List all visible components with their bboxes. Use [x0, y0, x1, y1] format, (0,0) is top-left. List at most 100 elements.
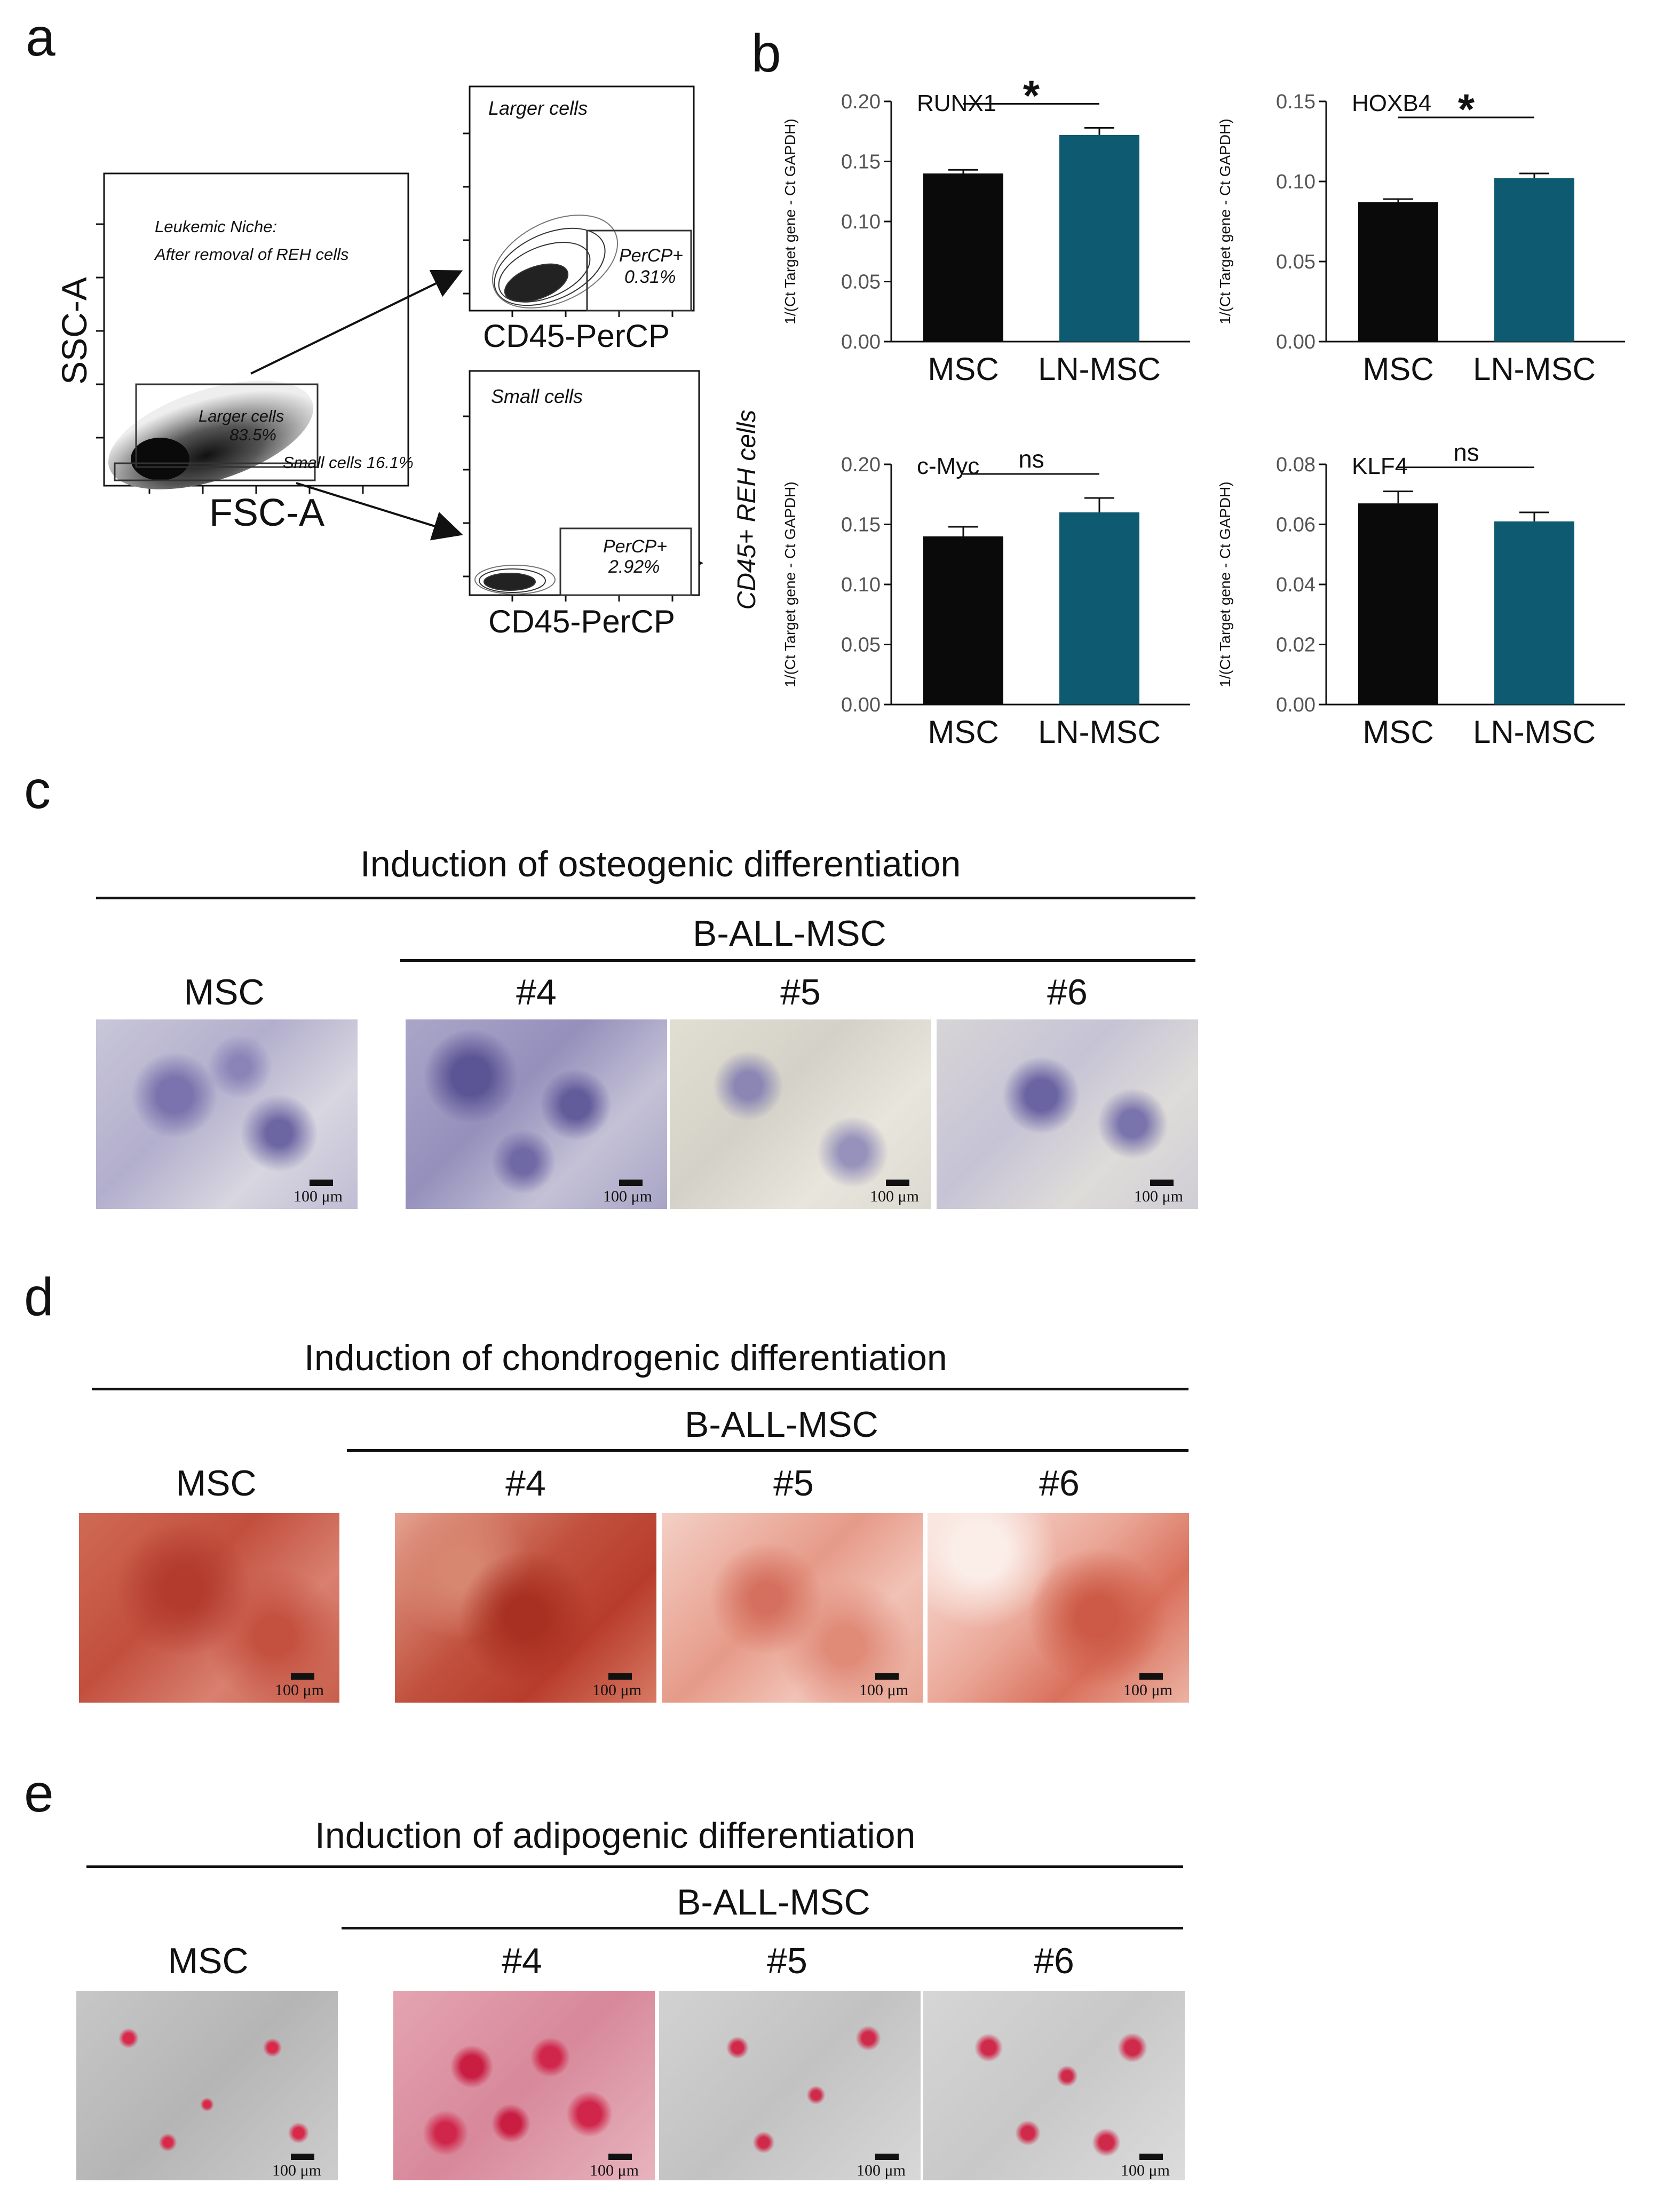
adipo-title-rule — [86, 1865, 1183, 1868]
chart-tick-label: 0.00 — [841, 694, 881, 716]
adipo-group-label: B-ALL-MSC — [677, 1882, 870, 1923]
main-xlabel: FSC-A — [209, 492, 324, 534]
top-gate-pct: 0.31% — [624, 267, 676, 287]
adipo-scalebar-4 — [608, 2154, 632, 2160]
bar-ln-msc — [1494, 178, 1574, 342]
adipo-image-4 — [393, 1991, 655, 2180]
larger-cells-gate — [135, 383, 319, 468]
adipo-scalebar-5 — [875, 2154, 899, 2160]
bar-ln-msc — [1494, 521, 1574, 705]
chart-category-label: LN-MSC — [1473, 351, 1596, 387]
qpcr-bar-charts: 0.00 0.05 0.10 0.15 0.20 1/(Ct Target gene - … — [782, 72, 1625, 750]
osteo-group-rule — [400, 959, 1195, 962]
top-title: Larger cells — [488, 97, 588, 119]
small-cells-gate — [114, 462, 316, 481]
chondro-image-msc — [79, 1513, 339, 1703]
top-xlabel: CD45-PerCP — [483, 318, 670, 354]
bar-ln-msc — [1059, 512, 1139, 705]
chart-title: KLF4 — [1352, 453, 1408, 479]
chart-category-label: LN-MSC — [1038, 351, 1161, 387]
chart-tick-label: 0.00 — [841, 331, 881, 353]
top-contours — [492, 215, 619, 308]
osteo-label-6: #6 — [1047, 972, 1088, 1012]
main-ylabel: SSC-A — [54, 277, 94, 385]
osteo-scale-6: 100 μm — [1134, 1188, 1183, 1205]
chondro-group-label: B-ALL-MSC — [685, 1404, 878, 1445]
adipo-image-msc — [76, 1991, 338, 2180]
niche-title-2: After removal of REH cells — [154, 245, 349, 264]
adipo-scale-4: 100 μm — [590, 2162, 639, 2179]
osteo-label-msc: MSC — [184, 972, 265, 1012]
chart-ylabel: 1/(Ct Target gene - Ct GAPDH) — [1217, 118, 1233, 324]
bar-ln-msc — [1059, 135, 1139, 342]
significance-marker: * — [1458, 85, 1475, 133]
chart-tick-label: 0.06 — [1276, 514, 1316, 536]
chondro-scalebar-5 — [875, 1673, 899, 1680]
chart-category-label: MSC — [1362, 714, 1433, 750]
osteo-image-5 — [670, 1019, 931, 1209]
osteo-title: Induction of osteogenic differentiation — [360, 844, 961, 884]
osteo-scale-4: 100 μm — [603, 1188, 652, 1205]
bar-msc — [923, 173, 1003, 342]
chondro-title-rule — [92, 1388, 1188, 1390]
bottom-percp-gate — [559, 527, 692, 596]
chondro-title: Induction of chondrogenic differentiatio… — [304, 1338, 947, 1378]
larger-gate-label: Larger cells — [199, 407, 284, 425]
bottom-contours — [474, 565, 556, 595]
chondro-image-4 — [395, 1513, 656, 1703]
panel-letter-b: b — [751, 23, 781, 83]
osteo-scalebar-msc — [310, 1180, 333, 1186]
arrow-to-small — [296, 482, 463, 541]
panel-letter-a: a — [26, 7, 56, 67]
arrow-to-larger — [250, 270, 463, 375]
osteo-image-4 — [406, 1019, 667, 1209]
chart-tick-label: 0.02 — [1276, 634, 1316, 656]
side-label: CD45+ REH cells — [733, 410, 761, 610]
chart-tick-label: 0.15 — [841, 514, 881, 536]
chart-category-label: LN-MSC — [1038, 714, 1161, 750]
chondro-label-5: #5 — [773, 1463, 814, 1504]
larger-gate-pct: 83.5% — [229, 425, 276, 444]
significance-marker: ns — [1453, 439, 1479, 466]
chart-category-label: LN-MSC — [1473, 714, 1596, 750]
bottom-gate-pct: 2.92% — [608, 557, 660, 577]
flow-cytometry-panel: Leukemic Niche: After removal of REH cel… — [54, 85, 761, 639]
chart-tick-label: 0.10 — [841, 574, 881, 596]
bottom-title: Small cells — [491, 385, 583, 407]
panel-letter-e: e — [24, 1763, 54, 1823]
chart-tick-label: 0.08 — [1276, 454, 1316, 476]
bar-msc — [923, 536, 1003, 705]
bar-msc — [1358, 503, 1438, 705]
osteo-scalebar-4 — [619, 1180, 643, 1186]
chondro-scale-msc: 100 μm — [275, 1681, 324, 1699]
bar-msc — [1358, 202, 1438, 342]
chondro-label-msc: MSC — [176, 1463, 257, 1504]
chart-category-label: MSC — [928, 714, 999, 750]
osteo-scale-msc: 100 μm — [294, 1188, 343, 1205]
niche-title-1: Leukemic Niche: — [155, 217, 277, 236]
chart-tick-label: 0.15 — [1276, 91, 1316, 113]
osteo-scalebar-5 — [886, 1180, 909, 1186]
panel-letter-c: c — [24, 760, 51, 820]
adipo-title: Induction of adipogenic differentiation — [315, 1815, 916, 1856]
chart-category-label: MSC — [1362, 351, 1433, 387]
chart-tick-label: 0.00 — [1276, 331, 1316, 353]
adipo-image-5 — [659, 1991, 921, 2180]
chondro-scalebar-msc — [291, 1673, 314, 1680]
chondro-label-6: #6 — [1039, 1463, 1080, 1504]
top-percp-gate — [586, 230, 692, 312]
adipo-scale-5: 100 μm — [857, 2162, 906, 2179]
osteo-label-5: #5 — [780, 972, 821, 1012]
bottom-xlabel: CD45-PerCP — [488, 604, 675, 639]
osteo-image-6 — [937, 1019, 1198, 1209]
osteo-scalebar-6 — [1150, 1180, 1174, 1186]
adipo-scale-msc: 100 μm — [272, 2162, 321, 2179]
chart-tick-label: 0.10 — [841, 211, 881, 233]
significance-marker: ns — [1018, 445, 1044, 473]
chart-title: HOXB4 — [1352, 90, 1431, 116]
chondro-scale-4: 100 μm — [592, 1681, 641, 1699]
chondro-scale-5: 100 μm — [859, 1681, 908, 1699]
osteo-group-label: B-ALL-MSC — [693, 913, 886, 954]
adipo-label-msc: MSC — [168, 1941, 249, 1981]
chondro-group-rule — [347, 1449, 1188, 1452]
